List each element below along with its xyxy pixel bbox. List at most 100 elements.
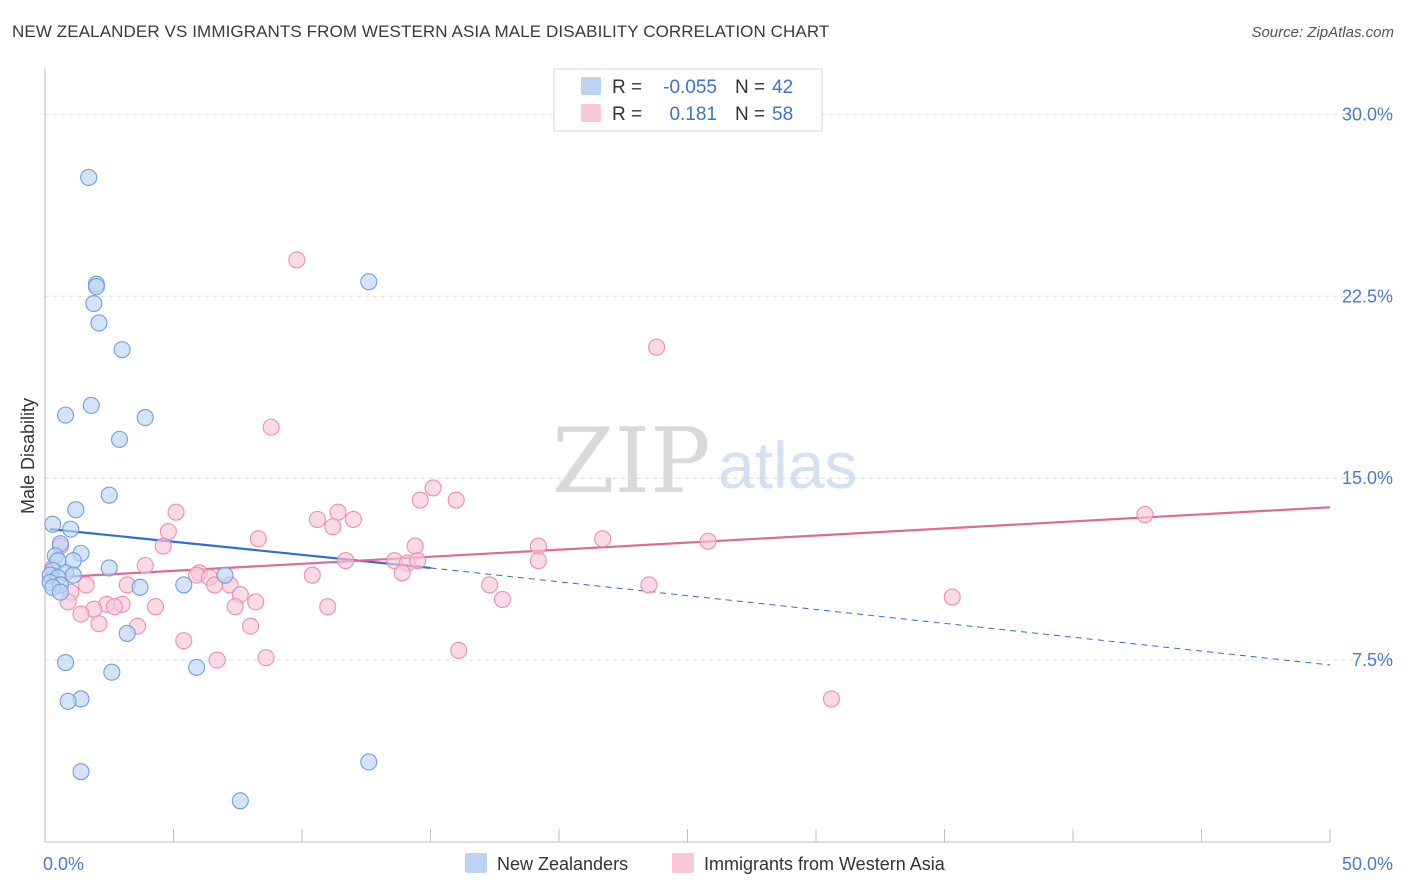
data-point: [57, 653, 75, 672]
data-point: [822, 690, 840, 708]
data-point: [216, 566, 234, 584]
data-point: [329, 503, 347, 521]
stats-swatch-new-zealanders: [581, 77, 601, 95]
data-point: [424, 479, 442, 497]
data-point: [44, 515, 62, 533]
gridlines: [45, 113, 1392, 661]
data-point: [699, 532, 717, 550]
data-point: [262, 418, 280, 436]
y-tick-label: 22.5%: [1342, 286, 1393, 306]
data-point: [103, 663, 121, 681]
stats-r-label: R =: [612, 104, 642, 125]
data-point: [100, 559, 118, 577]
stats-r-value: -0.055: [663, 77, 717, 98]
data-point: [62, 520, 80, 538]
legend: New Zealanders Immigrants from Western A…: [465, 853, 946, 874]
x-tick-labels: 0.0% 50.0%: [43, 854, 1393, 874]
data-point: [188, 658, 206, 676]
data-point: [208, 651, 226, 669]
data-point: [87, 278, 105, 296]
data-point: [249, 530, 267, 548]
stats-n-value: 42: [772, 77, 793, 98]
stats-n-label: N =: [735, 77, 765, 98]
watermark-zip: ZIP: [552, 409, 711, 514]
data-point: [59, 692, 77, 710]
data-point: [409, 552, 427, 570]
data-point: [648, 338, 666, 356]
data-point: [231, 792, 249, 810]
stats-n-value: 58: [772, 104, 793, 125]
watermark: ZIP atlas: [552, 409, 857, 514]
data-point: [167, 503, 185, 521]
data-point: [640, 576, 658, 594]
data-point: [100, 486, 118, 504]
data-point: [242, 617, 260, 635]
data-point: [72, 605, 90, 623]
stats-n-label: N =: [735, 104, 765, 125]
data-point: [393, 564, 411, 582]
data-point: [113, 341, 131, 359]
data-point: [136, 409, 154, 427]
data-point: [493, 590, 512, 609]
data-point: [411, 491, 429, 509]
data-point: [308, 510, 326, 528]
data-point: [175, 576, 193, 594]
stats-swatch-western-asia: [581, 104, 601, 122]
data-point: [594, 530, 612, 548]
data-point: [51, 583, 69, 601]
data-point: [85, 295, 103, 313]
data-point: [337, 552, 355, 570]
data-point: [146, 598, 165, 616]
data-point: [131, 578, 149, 596]
watermark-atlas: atlas: [718, 428, 857, 502]
stats-box: R = -0.055 N = 42 R = 0.181 N = 58: [553, 68, 823, 132]
data-point: [450, 641, 468, 659]
legend-swatch-new-zealanders[interactable]: [465, 853, 487, 873]
data-point: [481, 576, 499, 594]
legend-label-new-zealanders[interactable]: New Zealanders: [497, 854, 628, 874]
y-tick-label: 30.0%: [1342, 104, 1393, 124]
data-point: [319, 598, 337, 616]
data-point: [303, 566, 321, 584]
data-point: [360, 273, 378, 291]
data-point: [82, 396, 100, 414]
data-point: [90, 314, 108, 332]
data-point: [324, 518, 342, 536]
data-point: [175, 632, 193, 650]
y-tick-label: 15.0%: [1342, 468, 1393, 488]
data-point: [288, 251, 306, 269]
x-tick-label: 50.0%: [1342, 854, 1393, 874]
data-point: [406, 537, 424, 555]
data-point: [90, 615, 108, 633]
data-point: [447, 491, 465, 509]
series-new-zealanders: [41, 168, 378, 810]
data-point: [67, 501, 85, 519]
stats-r-label: R =: [612, 77, 642, 98]
data-point: [257, 649, 275, 667]
stats-r-value: 0.181: [669, 104, 717, 125]
data-point: [1136, 506, 1154, 524]
trend-line-western-asia: [50, 506, 1331, 579]
data-point: [110, 430, 129, 448]
data-point: [529, 537, 547, 555]
data-point: [77, 576, 95, 594]
data-point: [529, 552, 547, 570]
axes: [44, 68, 1331, 843]
data-point: [159, 522, 177, 541]
trend-lines: [50, 506, 1331, 666]
data-point: [247, 593, 265, 611]
data-point: [57, 406, 75, 424]
data-point: [105, 598, 123, 616]
chart-title: NEW ZEALANDER VS IMMIGRANTS FROM WESTERN…: [12, 22, 830, 41]
data-point: [72, 763, 90, 781]
data-point: [136, 556, 154, 575]
y-tick-label: 7.5%: [1352, 650, 1393, 670]
data-point: [943, 588, 961, 606]
legend-swatch-western-asia[interactable]: [672, 853, 694, 873]
x-tick-label: 0.0%: [43, 854, 84, 874]
legend-label-western-asia[interactable]: Immigrants from Western Asia: [704, 854, 946, 874]
data-points: [41, 168, 1154, 810]
trend-line-new-zealanders: [50, 528, 431, 570]
data-point: [154, 537, 172, 555]
